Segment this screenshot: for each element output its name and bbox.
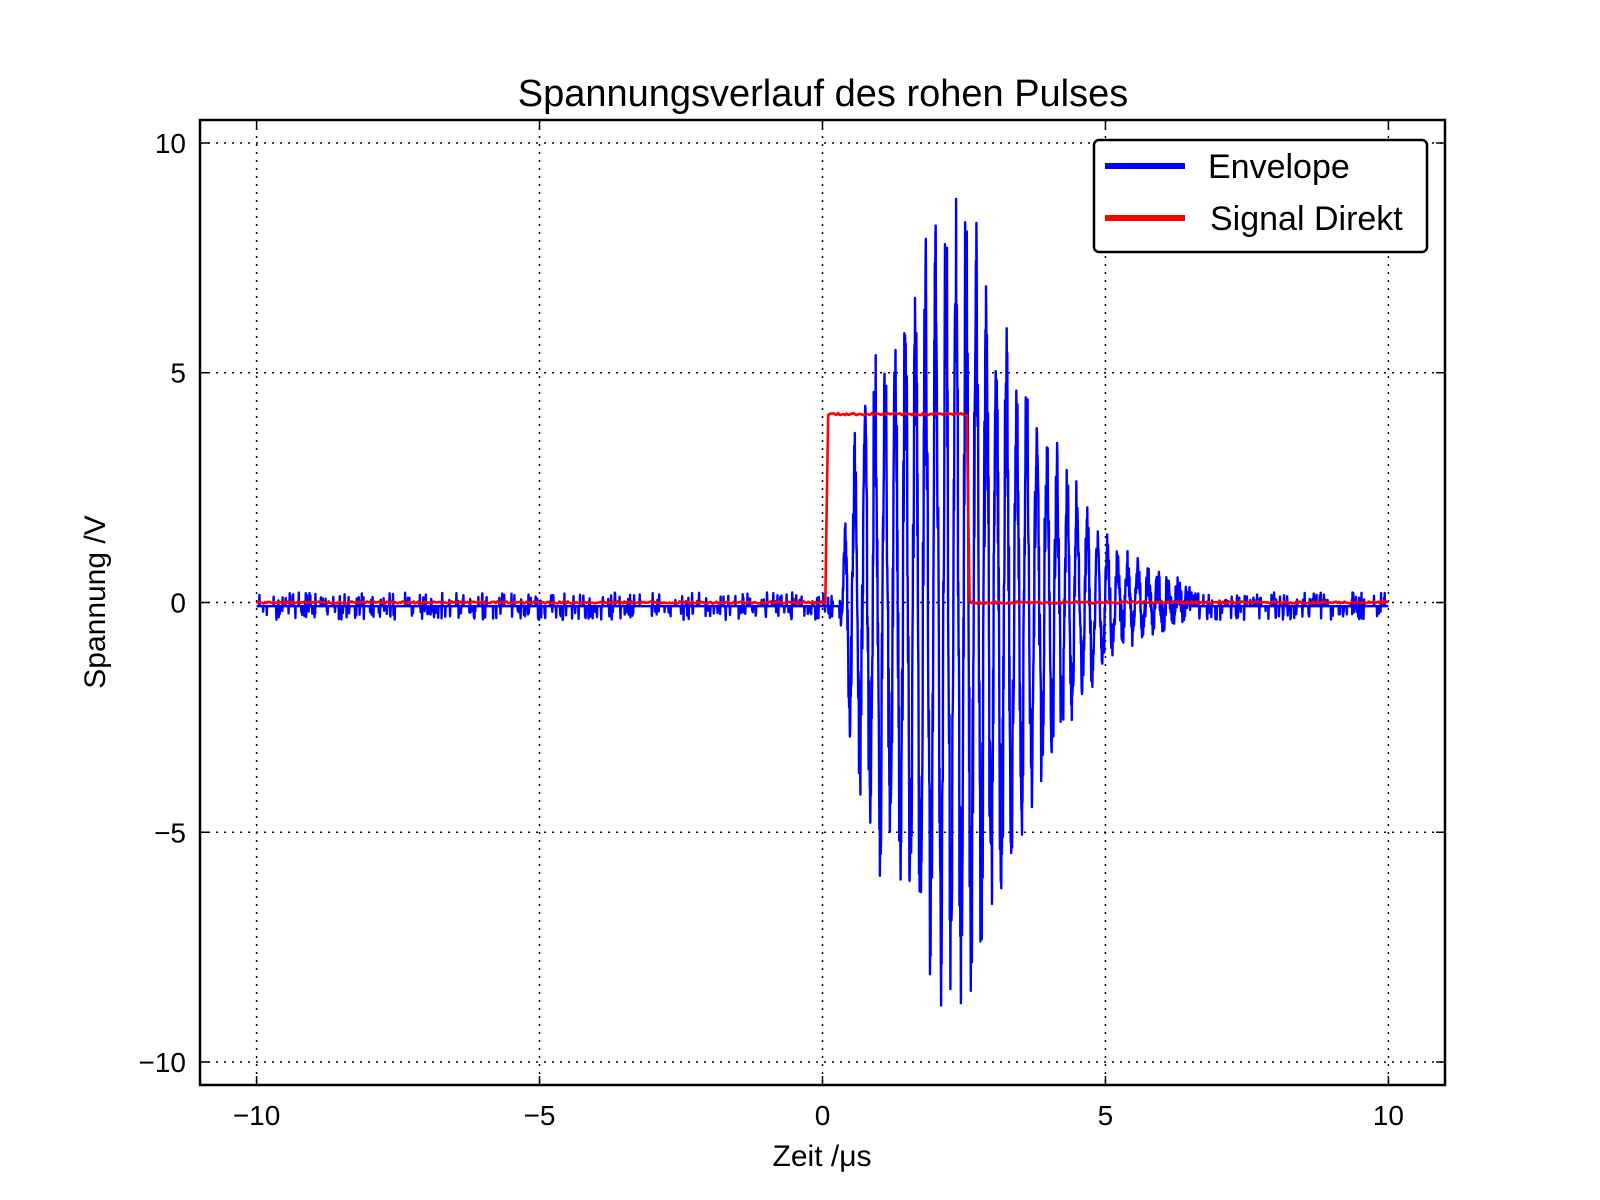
legend-envelope-label: Envelope (1208, 148, 1350, 186)
y-tick-label: −10 (139, 1047, 187, 1078)
x-tick-label: −5 (524, 1100, 556, 1131)
x-tick-label: 5 (1098, 1100, 1114, 1131)
x-tick-label: 0 (815, 1100, 831, 1131)
chart-title: Spannungsverlauf des rohen Pulses (518, 73, 1129, 115)
signal-direkt-series-layer (255, 411, 1389, 605)
plot-frame (198, 118, 1447, 1087)
envelope-line (255, 197, 1390, 1007)
y-tick-label: 0 (170, 588, 186, 619)
y-tick-label: −5 (154, 817, 186, 848)
envelope-series-layer (255, 197, 1390, 1007)
y-tick-label: 10 (155, 128, 186, 159)
legend-signal-direkt-label: Signal Direkt (1210, 200, 1403, 238)
grid-layer (200, 120, 1445, 1085)
y-tick-label: 5 (170, 358, 186, 389)
y-axis-label: Spannung /V (79, 515, 112, 688)
x-tick-label: −10 (233, 1100, 281, 1131)
x-axis-label: Zeit /μs (773, 1140, 872, 1173)
legend: Envelope Signal Direkt (1092, 138, 1429, 254)
ticks-layer: −10 −5 0 5 10 −10 −5 0 5 10 (139, 120, 1445, 1131)
x-tick-label: 10 (1373, 1100, 1404, 1131)
signal-direkt-line (255, 411, 1389, 605)
